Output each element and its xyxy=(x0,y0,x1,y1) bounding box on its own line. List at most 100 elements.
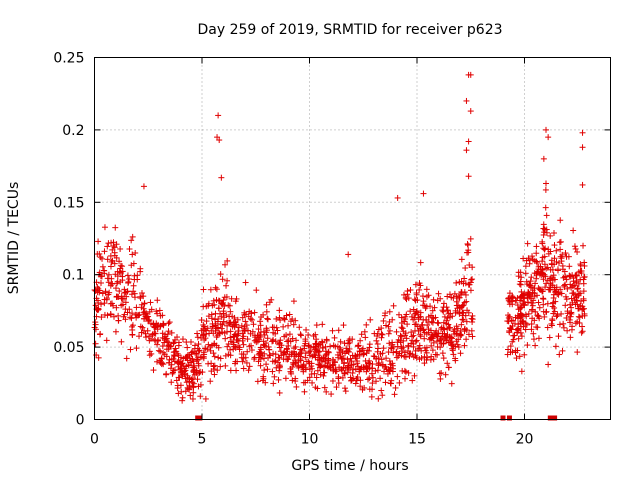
data-point xyxy=(297,331,304,338)
data-point xyxy=(529,306,536,313)
data-point xyxy=(447,339,454,346)
data-point xyxy=(358,331,365,338)
data-point xyxy=(272,351,279,358)
data-point xyxy=(97,273,104,280)
data-point xyxy=(329,377,336,384)
data-point xyxy=(212,310,219,317)
data-point xyxy=(178,360,185,367)
data-point xyxy=(317,371,324,378)
data-point xyxy=(444,360,451,367)
data-point xyxy=(447,310,454,317)
data-point xyxy=(379,392,386,399)
data-point xyxy=(329,327,336,334)
data-point xyxy=(228,338,235,345)
data-point xyxy=(382,310,389,317)
data-point xyxy=(572,272,579,279)
data-point xyxy=(166,319,173,326)
data-point xyxy=(350,361,357,368)
data-point xyxy=(176,374,183,381)
data-point xyxy=(522,263,529,270)
data-point xyxy=(571,243,578,250)
data-point xyxy=(261,355,268,362)
data-point xyxy=(344,347,351,354)
data-point xyxy=(292,360,299,367)
data-point xyxy=(374,345,381,352)
data-point xyxy=(563,296,570,303)
data-point xyxy=(414,323,421,330)
data-point xyxy=(403,335,410,342)
data-point xyxy=(192,350,199,357)
data-point xyxy=(119,295,126,302)
data-point xyxy=(341,370,348,377)
data-point xyxy=(355,342,362,349)
data-point xyxy=(225,351,232,358)
data-point xyxy=(282,375,289,382)
data-point xyxy=(542,186,549,193)
data-point xyxy=(111,260,118,267)
data-point xyxy=(340,360,347,367)
data-point xyxy=(575,269,582,276)
data-point xyxy=(191,362,198,369)
data-point xyxy=(115,317,122,324)
data-point xyxy=(244,336,251,343)
data-point xyxy=(263,327,270,334)
data-point xyxy=(214,318,221,325)
y-tick-label: 0 xyxy=(76,413,85,429)
data-point xyxy=(346,339,353,346)
data-point xyxy=(379,350,386,357)
data-point xyxy=(556,351,563,358)
data-point xyxy=(417,309,424,316)
data-point xyxy=(138,304,145,311)
data-point xyxy=(220,297,227,304)
data-point xyxy=(353,355,360,362)
data-point xyxy=(266,346,273,353)
data-point xyxy=(439,307,446,314)
data-point xyxy=(528,274,535,281)
data-point xyxy=(519,319,526,326)
data-point xyxy=(458,278,465,285)
data-point xyxy=(363,321,370,328)
data-point xyxy=(276,389,283,396)
data-point xyxy=(392,384,399,391)
data-point xyxy=(165,328,172,335)
data-point xyxy=(189,395,196,402)
data-point xyxy=(194,334,201,341)
data-point xyxy=(463,327,470,334)
data-point xyxy=(528,326,535,333)
data-point xyxy=(197,368,204,375)
data-point xyxy=(266,299,273,306)
data-point xyxy=(579,323,586,330)
data-point xyxy=(227,334,234,341)
data-point xyxy=(280,315,287,322)
data-point xyxy=(158,361,165,368)
data-point xyxy=(402,332,409,339)
data-point xyxy=(418,322,425,329)
data-point xyxy=(540,155,547,162)
data-point xyxy=(580,242,587,249)
data-point xyxy=(396,379,403,386)
data-point xyxy=(172,345,179,352)
data-point xyxy=(450,351,457,358)
data-point xyxy=(402,294,409,301)
data-point xyxy=(554,267,561,274)
data-point xyxy=(94,306,101,313)
data-point xyxy=(419,293,426,300)
data-point xyxy=(99,255,106,262)
data-point xyxy=(283,351,290,358)
data-point xyxy=(536,304,543,311)
data-point xyxy=(400,337,407,344)
data-point xyxy=(248,342,255,349)
data-point xyxy=(309,379,316,386)
data-point xyxy=(340,355,347,362)
data-point xyxy=(410,306,417,313)
data-point xyxy=(558,290,565,297)
data-point xyxy=(249,316,256,323)
data-point xyxy=(381,368,388,375)
data-point xyxy=(333,368,340,375)
data-point xyxy=(134,312,141,319)
data-point xyxy=(210,366,217,373)
data-point xyxy=(361,350,368,357)
data-point xyxy=(170,355,177,362)
data-point xyxy=(283,345,290,352)
data-point xyxy=(383,355,390,362)
